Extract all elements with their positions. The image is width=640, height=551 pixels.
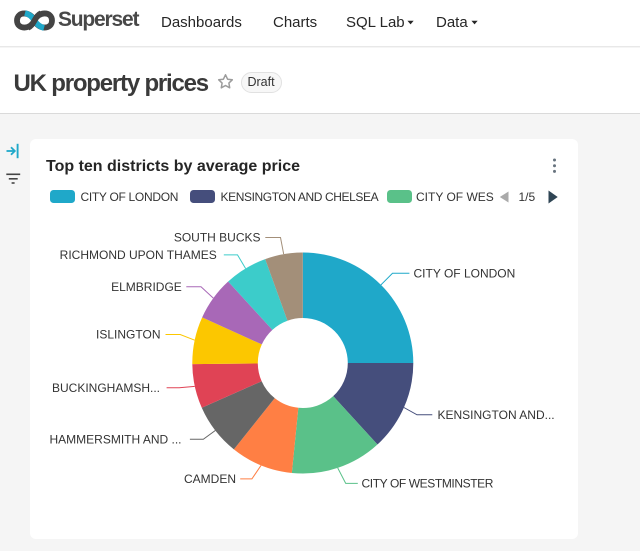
svg-text:CITY OF WESTMINSTER: CITY OF WESTMINSTER: [362, 477, 494, 491]
svg-text:KENSINGTON AND...: KENSINGTON AND...: [438, 408, 555, 422]
svg-text:BUCKINGHAMSH...: BUCKINGHAMSH...: [52, 381, 160, 395]
svg-text:HAMMERSMITH AND ...: HAMMERSMITH AND ...: [49, 433, 181, 447]
svg-text:RICHMOND UPON THAMES: RICHMOND UPON THAMES: [60, 248, 217, 262]
svg-text:CITY OF LONDON: CITY OF LONDON: [414, 267, 516, 281]
svg-text:CAMDEN: CAMDEN: [184, 472, 236, 486]
svg-text:SOUTH BUCKS: SOUTH BUCKS: [174, 231, 261, 245]
svg-text:ELMBRIDGE: ELMBRIDGE: [111, 280, 182, 294]
svg-text:ISLINGTON: ISLINGTON: [96, 328, 160, 342]
